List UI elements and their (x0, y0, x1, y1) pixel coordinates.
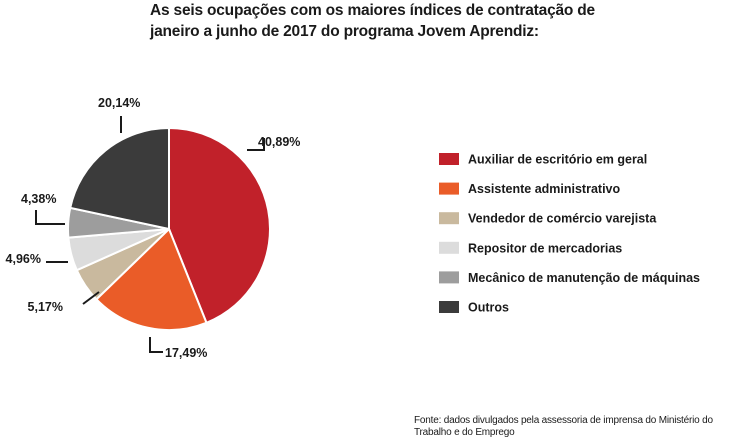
legend: Auxiliar de escritório em geral Assistent… (439, 153, 700, 315)
data-labels: 40,89% 17,49% 5,17% 4,96% 4,38% 20,14% (6, 96, 301, 360)
leader-line-vendedor-de-comercio-varejista (82, 291, 100, 305)
legend-swatch-repositor-de-mercadorias (439, 241, 459, 254)
legend-swatch-outros (439, 301, 459, 313)
legend-label-auxiliar-de-escritorio-em-geral: Auxiliar de escritório em geral (468, 153, 647, 167)
leader-line-auxiliar-de-escritorio-em-geral (247, 138, 265, 151)
leader-line-assistente-administrativo (149, 337, 163, 353)
data-label-mecanico-de-manutencao-de-maquinas: 4,38% (21, 192, 56, 206)
legend-swatch-mecanico-de-manutencao-de-maquinas (439, 271, 459, 284)
data-label-auxiliar-de-escritorio-em-geral: 40,89% (258, 135, 300, 149)
data-label-outros: 20,14% (98, 96, 140, 110)
legend-label-repositor-de-mercadorias: Repositor de mercadorias (468, 241, 622, 255)
pie-slices (67, 127, 271, 331)
slice-assistente-administrativo (95, 228, 208, 331)
data-label-repositor-de-mercadorias: 4,96% (6, 252, 41, 266)
leader-line-mecanico-de-manutencao-de-maquinas (35, 210, 65, 225)
legend-label-assistente-administrativo: Assistente administrativo (468, 182, 620, 196)
data-label-assistente-administrativo: 17,49% (165, 346, 207, 360)
chart-title: As seis ocupações com os maiores índices… (150, 2, 595, 40)
slice-auxiliar-de-escritorio-em-geral (168, 127, 271, 324)
slice-outros (69, 127, 170, 230)
legend-swatch-auxiliar-de-escritorio-em-geral (439, 153, 459, 165)
legend-swatch-assistente-administrativo (439, 182, 459, 195)
legend-swatch-vendedor-de-comercio-varejista (439, 212, 459, 225)
legend-label-outros: Outros (468, 301, 509, 315)
leader-lines (35, 116, 265, 353)
legend-label-vendedor-de-comercio-varejista: Vendedor de comércio varejista (468, 212, 657, 226)
data-label-vendedor-de-comercio-varejista: 5,17% (28, 300, 63, 314)
legend-label-mecanico-de-manutencao-de-maquinas: Mecânico de manutenção de máquinas (468, 271, 700, 285)
source-note: Fonte: dados divulgados pela assessoria … (414, 415, 713, 438)
